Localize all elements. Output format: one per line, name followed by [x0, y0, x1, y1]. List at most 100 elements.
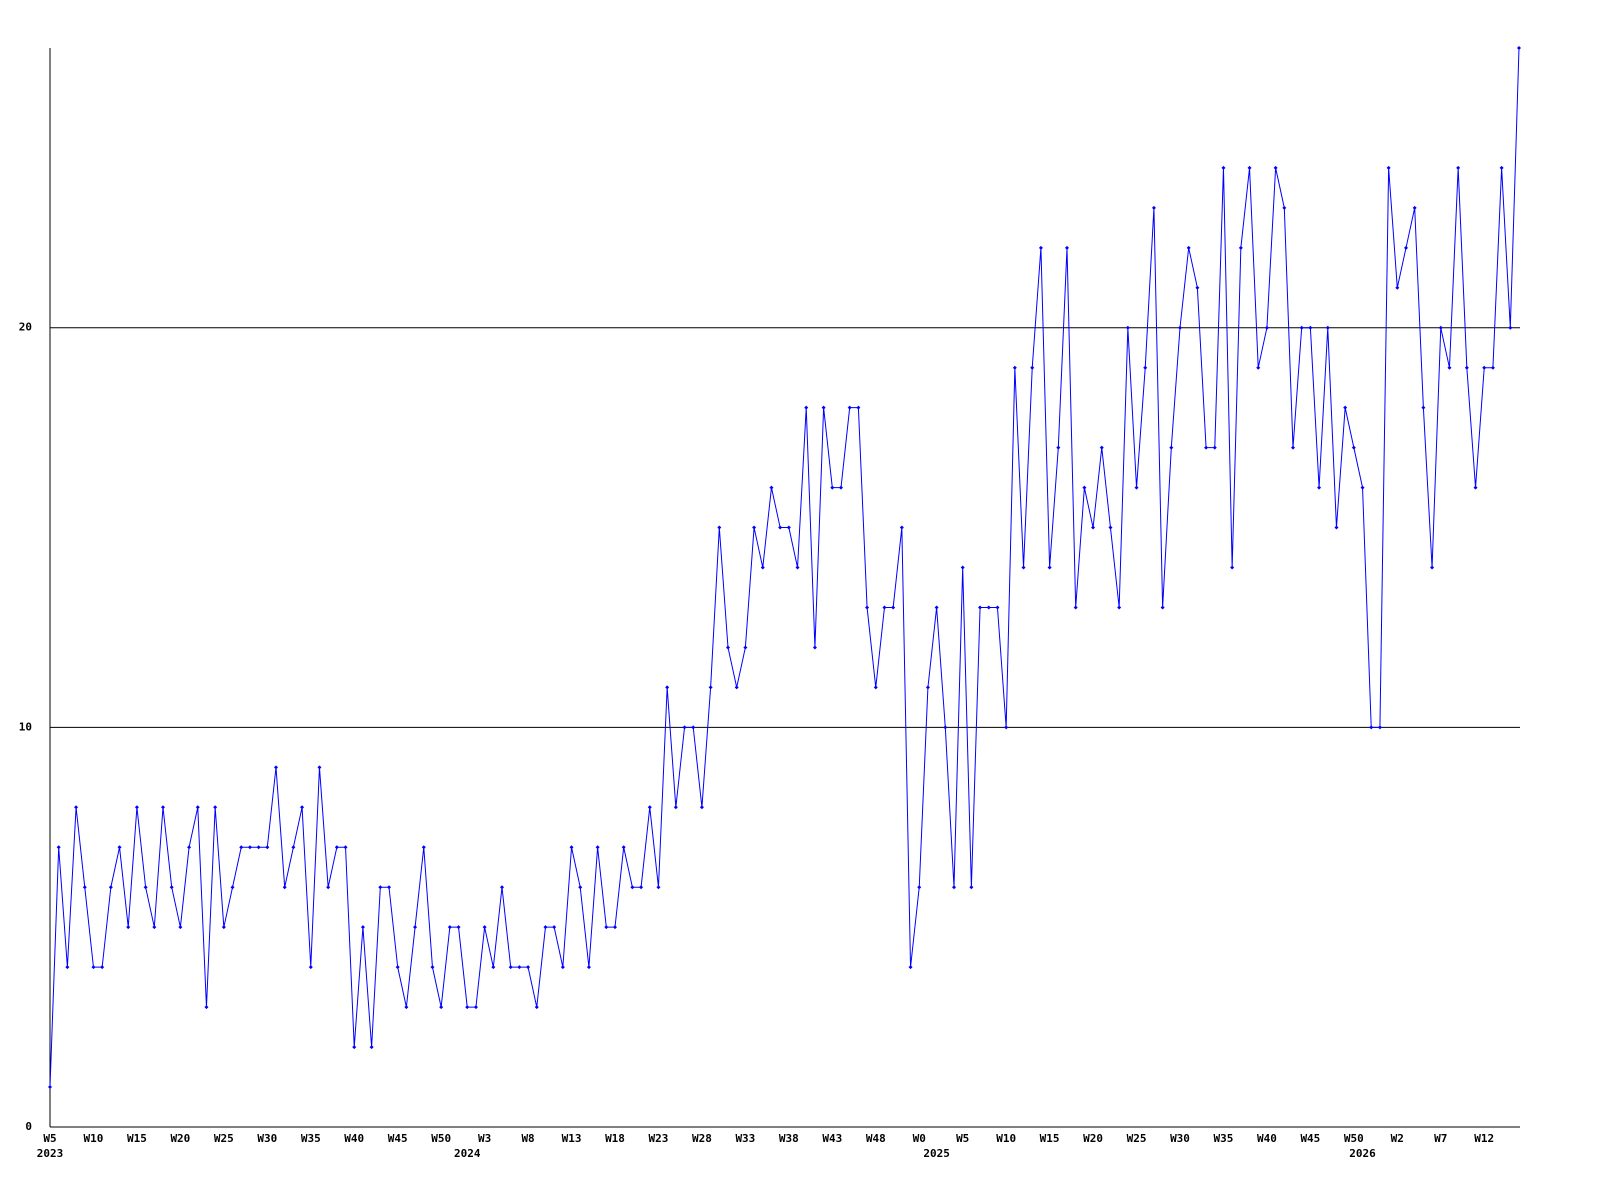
data-point — [1178, 325, 1182, 330]
x-tick-label: W20 — [170, 1132, 190, 1145]
data-point — [517, 965, 522, 970]
y-tick-label: 20 — [19, 321, 32, 334]
x-tick-label: W2 — [1391, 1132, 1404, 1145]
data-point — [74, 805, 79, 810]
data-point — [786, 525, 791, 530]
data-point — [1099, 445, 1104, 450]
data-point — [1325, 325, 1330, 330]
year-label: 2026 — [1349, 1147, 1376, 1160]
data-point — [865, 605, 870, 610]
data-point — [48, 1085, 52, 1090]
data-point — [1317, 485, 1322, 490]
x-tick-label: W33 — [735, 1132, 755, 1145]
data-point — [1065, 245, 1069, 250]
data-point — [1169, 445, 1174, 450]
data-point — [1456, 165, 1461, 170]
x-tick-label: W50 — [431, 1132, 451, 1145]
data-point — [630, 885, 635, 890]
data-point — [543, 925, 548, 930]
data-point — [1291, 445, 1295, 450]
data-point — [1369, 725, 1374, 730]
data-point — [1334, 525, 1339, 530]
year-label: 2023 — [37, 1147, 64, 1160]
data-point — [100, 965, 105, 970]
data-point — [256, 845, 261, 850]
data-point — [369, 1045, 374, 1050]
data-point — [908, 965, 913, 970]
data-point — [569, 845, 574, 850]
data-point — [213, 805, 218, 810]
data-point — [717, 525, 722, 530]
data-point — [1473, 485, 1478, 490]
y-tick-label: 10 — [19, 720, 32, 733]
data-point — [187, 845, 192, 850]
data-point — [699, 805, 704, 810]
x-tick-label: W40 — [1257, 1132, 1277, 1145]
data-point — [413, 925, 418, 930]
data-point — [1073, 605, 1078, 610]
data-point — [560, 965, 565, 970]
data-point — [343, 845, 348, 850]
data-point — [161, 805, 165, 810]
data-point — [430, 965, 435, 970]
data-point — [465, 1005, 470, 1010]
data-point — [952, 885, 956, 890]
data-point — [482, 925, 487, 930]
data-line — [49, 47, 1520, 1088]
data-point — [873, 685, 878, 690]
data-point — [769, 485, 774, 490]
data-point — [656, 885, 661, 890]
data-point — [943, 725, 948, 730]
data-point — [639, 885, 644, 890]
data-point — [552, 925, 557, 930]
x-tick-label: W35 — [301, 1132, 321, 1145]
data-point — [387, 885, 391, 890]
data-point — [1212, 445, 1217, 450]
data-point — [1151, 205, 1156, 210]
data-point — [856, 405, 861, 410]
x-tick-label: W43 — [822, 1132, 842, 1145]
data-point — [239, 845, 244, 850]
data-point — [586, 965, 591, 970]
data-point — [134, 805, 139, 810]
data-point — [795, 565, 800, 570]
data-point — [604, 925, 609, 930]
data-point — [1091, 525, 1096, 530]
data-point — [274, 765, 278, 770]
data-point — [1264, 325, 1269, 330]
data-point — [1464, 365, 1469, 370]
data-point — [404, 1005, 409, 1010]
data-point — [421, 845, 426, 850]
data-point — [925, 685, 930, 690]
data-point — [960, 565, 965, 570]
x-tick-label: W48 — [866, 1132, 886, 1145]
x-tick-label: W10 — [996, 1132, 1016, 1145]
data-point — [1204, 445, 1209, 450]
x-tick-label: W45 — [388, 1132, 408, 1145]
data-point — [1482, 365, 1487, 370]
x-tick-label: W50 — [1344, 1132, 1364, 1145]
data-point — [317, 765, 322, 770]
x-tick-label: W25 — [1127, 1132, 1147, 1145]
data-point — [1308, 325, 1313, 330]
data-point — [352, 1045, 357, 1050]
data-point — [1412, 205, 1417, 210]
data-point — [1012, 365, 1017, 370]
data-point — [1230, 565, 1235, 570]
data-point — [56, 845, 61, 850]
data-point — [152, 925, 157, 930]
data-point — [1343, 405, 1348, 410]
data-point — [204, 1005, 209, 1010]
x-tick-label: W40 — [344, 1132, 364, 1145]
data-point — [1386, 165, 1391, 170]
data-point — [195, 805, 200, 810]
x-tick-label: W7 — [1434, 1132, 1447, 1145]
x-tick-label: W5 — [956, 1132, 969, 1145]
y-tick-label: 0 — [25, 1120, 32, 1133]
data-point — [247, 845, 252, 850]
data-point — [439, 1005, 444, 1010]
x-tick-label: W30 — [1170, 1132, 1190, 1145]
data-point — [143, 885, 148, 890]
data-point — [221, 925, 226, 930]
